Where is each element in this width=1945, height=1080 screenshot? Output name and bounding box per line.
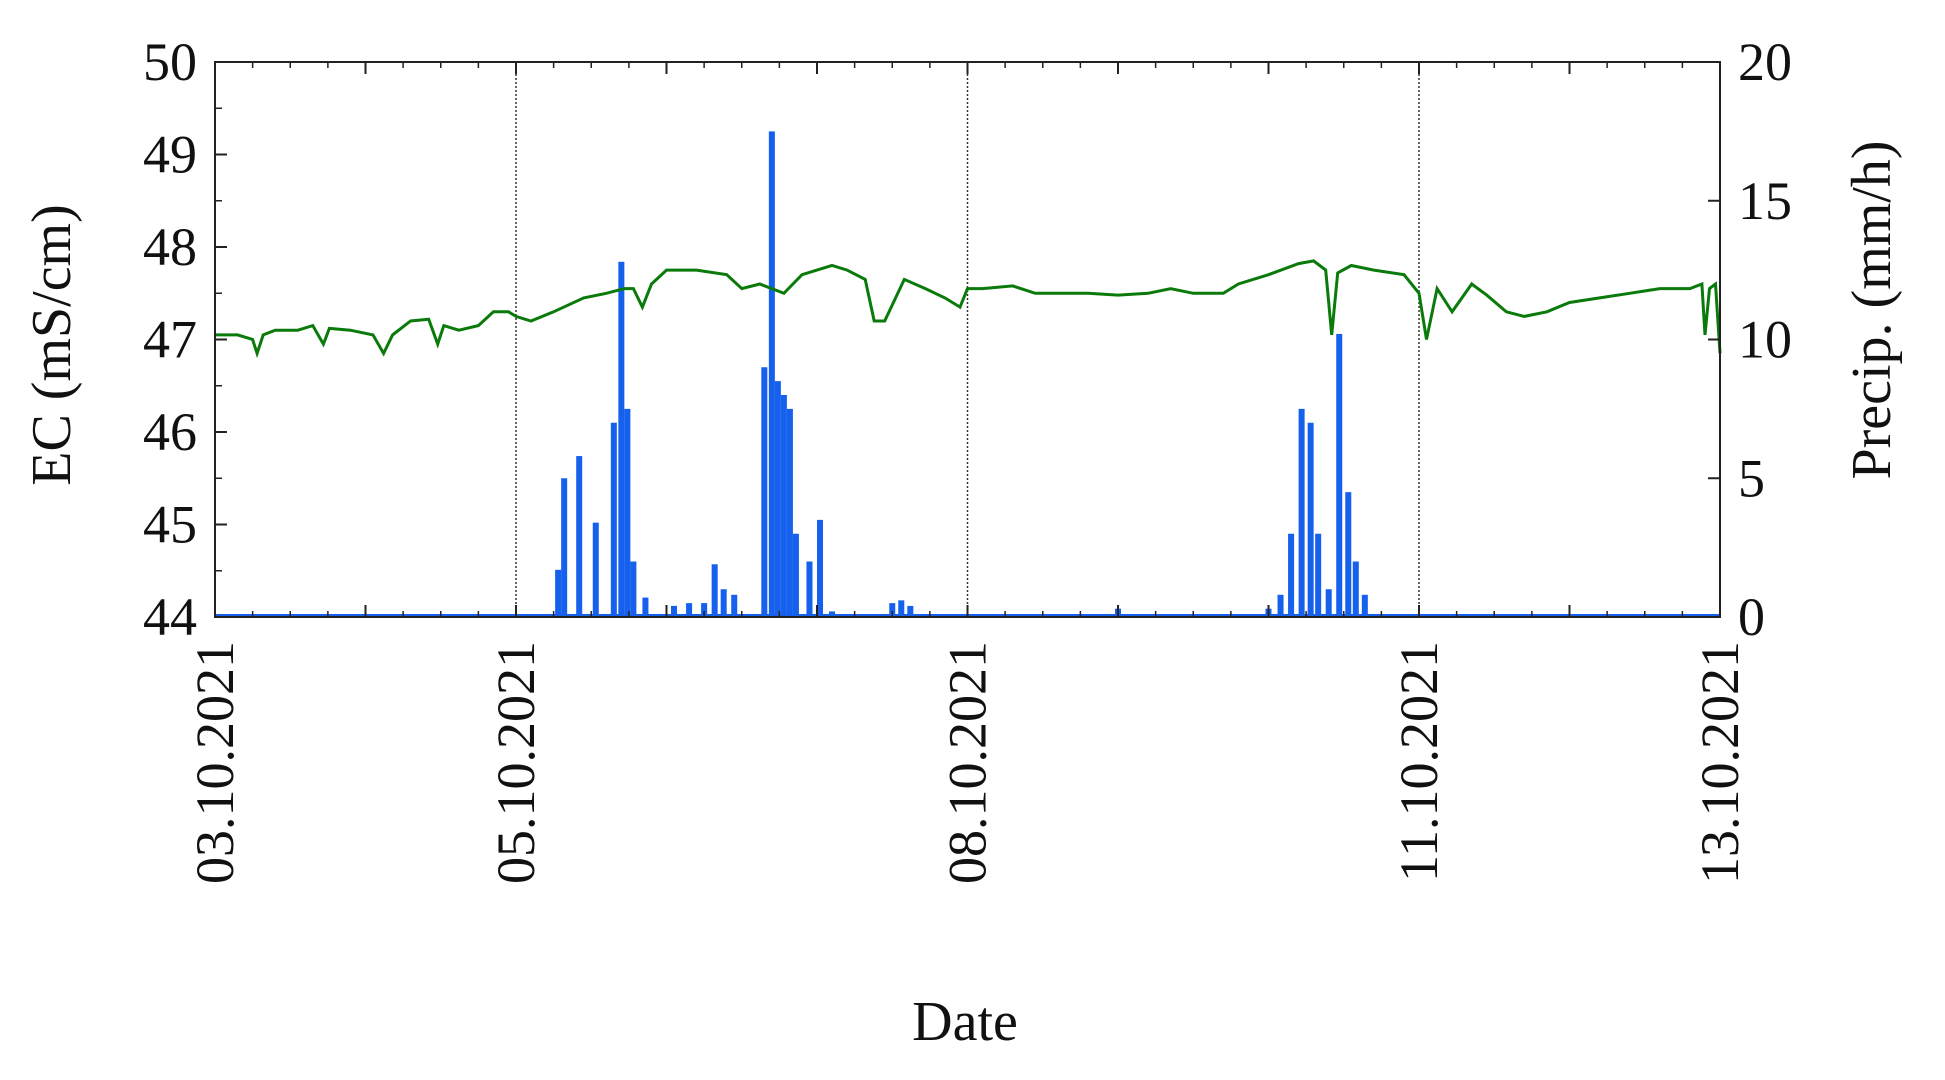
precip-bar [1288, 533, 1295, 617]
precip-bar [1345, 492, 1352, 617]
y-right-tick-label: 10 [1738, 310, 1792, 370]
precip-bar [701, 603, 708, 617]
precip-bars [215, 131, 1720, 617]
axes: 44 45 46 47 48 49 50 0 5 10 15 20 03.10.2021 05.10.20… [143, 32, 1792, 884]
precip-bar [686, 603, 693, 617]
precip-bar [1307, 422, 1314, 617]
x-tick-label: 03.10.2021 [185, 641, 245, 884]
precip-bar [889, 603, 896, 617]
precip-bar [1325, 589, 1332, 617]
y-left-tick-label: 49 [143, 125, 197, 185]
precip-bar [817, 519, 824, 617]
x-tick-label: 11.10.2021 [1389, 641, 1449, 882]
ec-line [215, 259, 1722, 359]
y-axis-right-label: Precip. (mm/h) [1841, 140, 1903, 479]
precip-bar [1352, 561, 1359, 617]
precip-bar [592, 522, 599, 617]
precip-bar [1361, 594, 1368, 617]
y-axis-left-label: EC (mS/cm) [21, 204, 83, 486]
y-left-tick-label: 48 [143, 217, 197, 277]
precip-bar [624, 408, 631, 617]
precip-bar [555, 569, 562, 617]
y-left-tick-label: 46 [143, 402, 197, 462]
precip-bar [761, 367, 768, 617]
y-left-tick-label: 44 [143, 587, 197, 647]
x-tick-label: 05.10.2021 [486, 641, 546, 884]
precip-bar [630, 561, 637, 617]
x-tick-label: 08.10.2021 [938, 641, 998, 884]
precip-bar [720, 589, 727, 617]
precip-bar [1315, 533, 1322, 617]
precip-bar [907, 605, 914, 617]
precip-bar [1277, 594, 1284, 617]
precip-bar [576, 456, 583, 617]
y-left-tick-label: 50 [143, 32, 197, 92]
y-left-tick-label: 47 [143, 310, 197, 370]
precip-bar [561, 478, 568, 617]
precip-bar [618, 261, 625, 617]
precip-bar [786, 408, 793, 617]
y-left-tick-label: 45 [143, 495, 197, 555]
vertical-dividers [515, 62, 1420, 617]
x-axis-label: Date [912, 991, 1018, 1053]
precip-bar [806, 561, 813, 617]
precip-bar [774, 381, 781, 617]
y-right-tick-label: 0 [1738, 587, 1765, 647]
precip-bar [642, 597, 649, 617]
y-right-tick-label: 5 [1738, 448, 1765, 508]
y-right-tick-label: 15 [1738, 171, 1792, 231]
precip-bar [768, 131, 775, 617]
precip-bar [731, 594, 738, 617]
precip-bar [711, 564, 718, 617]
precip-bar [1298, 408, 1305, 617]
precip-bar [610, 422, 617, 617]
precip-bar [1336, 333, 1343, 617]
y-right-tick-label: 20 [1738, 32, 1792, 92]
x-tick-label: 13.10.2021 [1690, 641, 1750, 884]
precip-bar [780, 395, 787, 617]
precip-bar [792, 533, 799, 617]
precip-bar [671, 605, 678, 617]
precip-bar [898, 600, 905, 617]
